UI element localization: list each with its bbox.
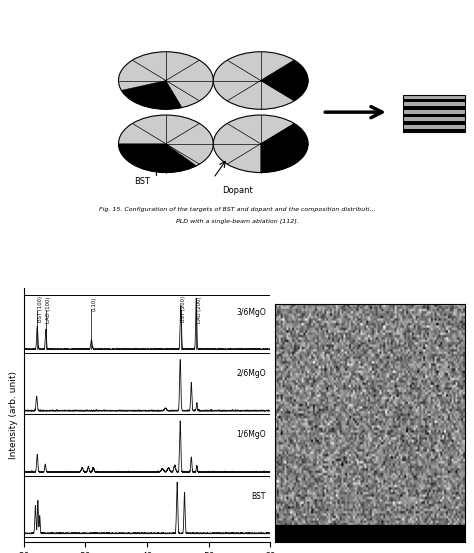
Text: LAO (100): LAO (100): [46, 296, 51, 323]
Text: Dopant: Dopant: [222, 186, 252, 195]
Bar: [403, 113, 465, 117]
Text: BST (200): BST (200): [182, 296, 186, 322]
Text: BST: BST: [134, 177, 150, 186]
Bar: [403, 110, 465, 113]
Text: (110): (110): [92, 296, 97, 311]
Text: BST: BST: [252, 492, 266, 501]
Bar: [403, 102, 465, 106]
Bar: [403, 121, 465, 125]
Text: 1/6MgO: 1/6MgO: [236, 430, 266, 440]
Text: SEI: SEI: [356, 528, 365, 533]
Text: Fig. 15. Configuration of the targets of BST and dopant and the composition dist: Fig. 15. Configuration of the targets of…: [99, 207, 375, 212]
Bar: [403, 106, 465, 110]
Wedge shape: [118, 144, 196, 173]
Wedge shape: [261, 123, 308, 173]
Bar: [403, 95, 465, 98]
Bar: [403, 95, 465, 132]
Bar: [403, 125, 465, 128]
Y-axis label: Intensity (arb. unit): Intensity (arb. unit): [9, 371, 18, 459]
Text: 3/6MgO: 3/6MgO: [236, 307, 266, 317]
Text: LAO (200): LAO (200): [197, 296, 202, 323]
Wedge shape: [261, 60, 308, 101]
Text: BST (100): BST (100): [38, 296, 43, 322]
Circle shape: [118, 52, 213, 109]
Text: PLD with a single-beam ablation [112].: PLD with a single-beam ablation [112].: [176, 218, 298, 223]
Text: 5.0kV: 5.0kV: [428, 528, 444, 533]
Bar: [403, 98, 465, 102]
Wedge shape: [121, 81, 182, 109]
Circle shape: [213, 115, 308, 173]
Bar: [275, 525, 465, 542]
Bar: [403, 117, 465, 121]
Bar: [403, 128, 465, 132]
Text: SSL: SSL: [279, 528, 289, 533]
Circle shape: [118, 115, 213, 173]
Text: 2/6MgO: 2/6MgO: [236, 369, 266, 378]
Circle shape: [213, 52, 308, 109]
